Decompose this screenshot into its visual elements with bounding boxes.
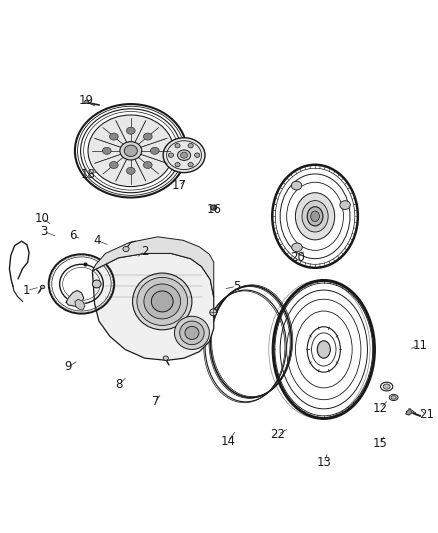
Ellipse shape [307,207,323,226]
Text: 8: 8 [115,378,122,391]
Ellipse shape [194,153,200,157]
Ellipse shape [124,145,138,157]
Ellipse shape [89,116,173,185]
Ellipse shape [311,211,319,222]
Text: 19: 19 [78,94,93,107]
Text: 1: 1 [23,284,31,297]
Ellipse shape [292,243,302,252]
Ellipse shape [168,153,173,157]
Ellipse shape [317,341,330,358]
Text: 14: 14 [220,434,235,448]
Ellipse shape [150,147,159,154]
Ellipse shape [133,273,192,330]
Ellipse shape [110,161,118,168]
Text: 7: 7 [152,395,159,408]
Text: 6: 6 [69,229,77,243]
Ellipse shape [188,163,193,167]
Ellipse shape [175,143,180,148]
Ellipse shape [180,152,187,158]
Ellipse shape [85,100,89,103]
Ellipse shape [163,138,205,173]
Text: 4: 4 [93,234,100,247]
Ellipse shape [163,356,168,360]
Ellipse shape [40,285,45,289]
Text: 16: 16 [207,203,222,216]
Ellipse shape [127,167,135,174]
Polygon shape [406,409,412,415]
Text: 17: 17 [171,179,186,192]
Polygon shape [92,237,214,297]
Ellipse shape [143,161,152,168]
Ellipse shape [340,201,350,209]
Ellipse shape [143,133,152,140]
Text: 22: 22 [270,428,286,441]
Text: 10: 10 [35,212,49,225]
Text: 21: 21 [419,408,434,422]
Text: 20: 20 [290,251,305,264]
Text: 12: 12 [373,402,388,415]
Ellipse shape [291,181,302,190]
Ellipse shape [110,133,118,140]
Text: 18: 18 [81,168,95,181]
Text: 5: 5 [233,280,240,293]
Text: 3: 3 [41,225,48,238]
Ellipse shape [102,147,111,154]
Ellipse shape [151,291,173,312]
Text: 15: 15 [373,437,388,450]
Ellipse shape [295,193,335,240]
Ellipse shape [123,246,129,252]
Ellipse shape [144,284,180,319]
Ellipse shape [188,143,193,148]
Ellipse shape [92,280,101,288]
Polygon shape [75,299,85,310]
Polygon shape [66,290,84,306]
Ellipse shape [177,150,191,160]
Text: 13: 13 [316,456,331,470]
Polygon shape [92,253,214,360]
Ellipse shape [391,395,396,399]
Ellipse shape [211,205,217,210]
Ellipse shape [210,309,217,316]
Ellipse shape [174,316,209,350]
Text: 2: 2 [141,245,148,258]
Text: 9: 9 [65,360,72,374]
Ellipse shape [302,200,328,232]
Ellipse shape [175,163,180,167]
Ellipse shape [383,384,390,389]
Ellipse shape [127,127,135,134]
Ellipse shape [185,326,199,340]
Ellipse shape [180,321,204,345]
Text: 11: 11 [412,338,427,352]
Ellipse shape [120,142,142,160]
Ellipse shape [137,277,187,326]
